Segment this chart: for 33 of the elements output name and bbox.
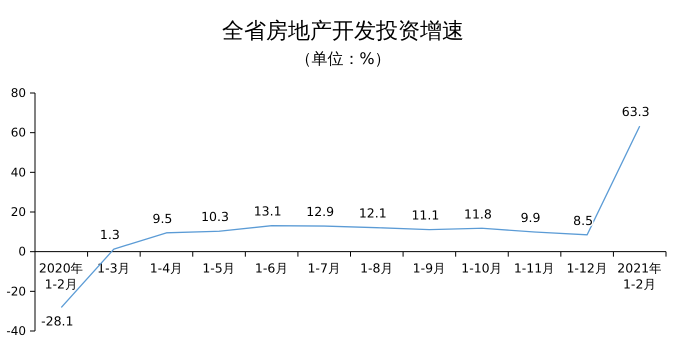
x-tick-label: 1-4月 — [150, 260, 184, 276]
data-label: 12.9 — [306, 204, 334, 220]
data-label: 10.3 — [201, 209, 229, 224]
x-tick-label: 1-11月 — [514, 260, 556, 276]
data-label: 12.1 — [358, 206, 387, 221]
x-tick-label: 1-8月 — [360, 260, 394, 276]
data-label: 1.3 — [100, 227, 120, 242]
y-tick-label: 80 — [10, 86, 26, 100]
chart-subtitle: （单位：%） — [295, 49, 391, 68]
x-tick-label: 1-12月 — [566, 260, 608, 276]
x-tick-label: 1-6月 — [254, 260, 288, 276]
x-tick-label: 2020年 1-2月 — [38, 260, 84, 292]
data-label: 13.1 — [254, 204, 282, 219]
x-tick-label: 1-3月 — [97, 260, 131, 276]
y-tick-label: -40 — [6, 324, 26, 338]
x-tick-label: 1-7月 — [307, 260, 341, 276]
data-label: 9.9 — [520, 210, 541, 226]
x-tick-label: 1-9月 — [412, 260, 446, 276]
x-tick-label: 1-5月 — [202, 260, 236, 276]
x-tick-label: 2021年 1-2月 — [617, 260, 662, 292]
data-label: -28.1 — [41, 313, 74, 328]
data-label: 11.8 — [464, 206, 492, 222]
data-label: 8.5 — [573, 212, 594, 228]
data-label: 9.5 — [152, 210, 172, 226]
chart-title: 全省房地产开发投资增速 — [222, 19, 464, 44]
y-tick-label: 60 — [10, 126, 26, 140]
data-label: 63.3 — [622, 104, 650, 120]
data-label: 11.1 — [411, 208, 440, 223]
y-tick-label: 0 — [18, 244, 26, 259]
y-tick-label: -20 — [6, 284, 26, 298]
y-tick-label: 40 — [10, 165, 26, 180]
x-tick-label: 1-10月 — [461, 260, 503, 276]
y-tick-label: 20 — [10, 205, 26, 219]
